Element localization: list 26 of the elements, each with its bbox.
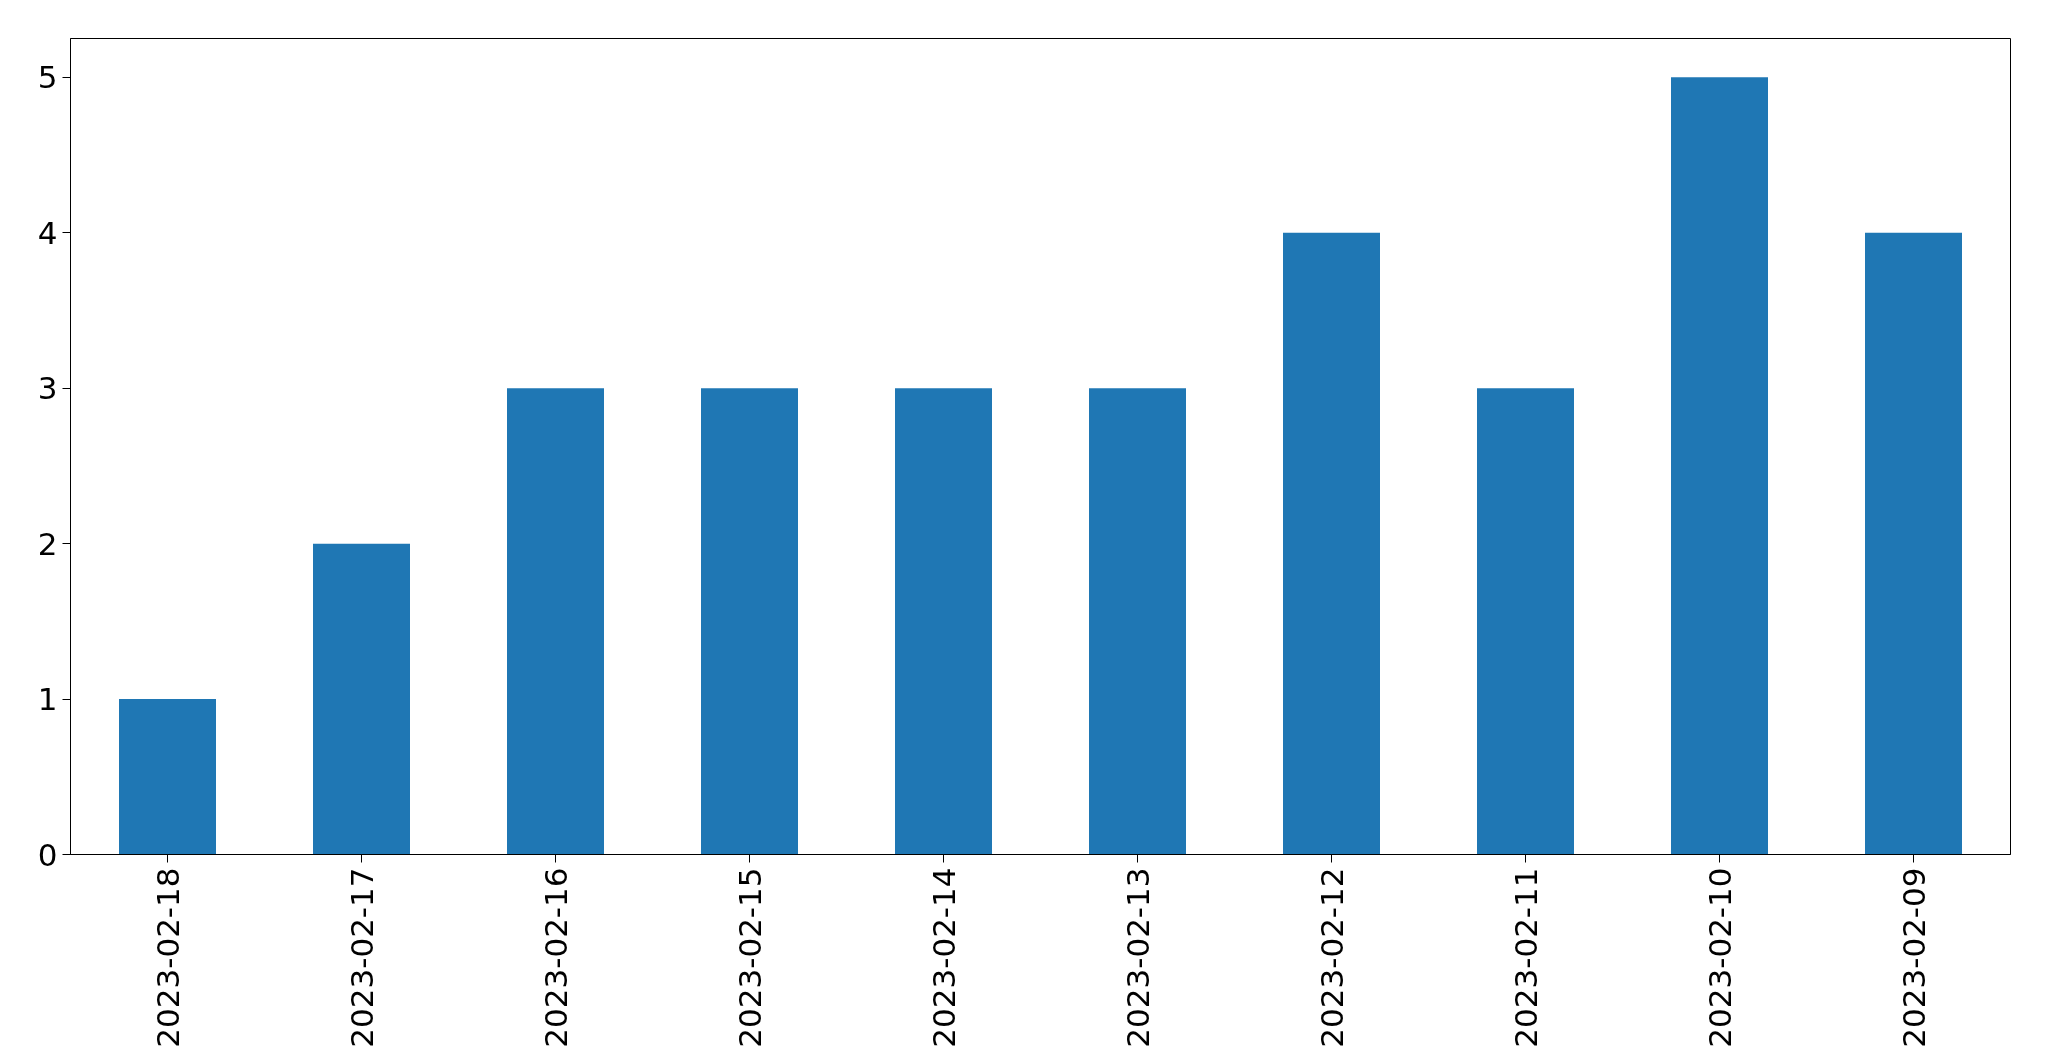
y-tick-label: 2 — [37, 525, 58, 562]
bar — [895, 388, 992, 855]
bar — [1089, 388, 1186, 855]
bar — [1671, 77, 1768, 855]
bar — [119, 699, 216, 855]
x-tick-label: 2023-02-18 — [149, 867, 186, 1048]
y-tick-label: 5 — [37, 59, 58, 96]
bar — [507, 388, 604, 855]
x-tick-label: 2023-02-12 — [1313, 867, 1350, 1048]
bar — [1865, 232, 1962, 855]
x-tick-label: 2023-02-09 — [1895, 867, 1932, 1048]
x-tick-label: 2023-02-14 — [925, 867, 962, 1048]
y-tick-label: 3 — [37, 370, 58, 407]
y-tick-label: 1 — [37, 681, 58, 718]
x-tick-label: 2023-02-16 — [537, 867, 574, 1048]
y-tick-label: 4 — [37, 214, 58, 251]
bar — [1477, 388, 1574, 855]
x-tick-label: 2023-02-15 — [731, 867, 768, 1048]
bar — [701, 388, 798, 855]
y-tick-label: 0 — [37, 836, 58, 873]
bar — [1283, 232, 1380, 855]
x-tick-label: 2023-02-13 — [1119, 867, 1156, 1048]
bar — [313, 543, 410, 855]
x-tick-label: 2023-02-17 — [343, 867, 380, 1048]
x-tick-label: 2023-02-10 — [1701, 867, 1738, 1048]
x-tick-label: 2023-02-11 — [1507, 867, 1544, 1048]
